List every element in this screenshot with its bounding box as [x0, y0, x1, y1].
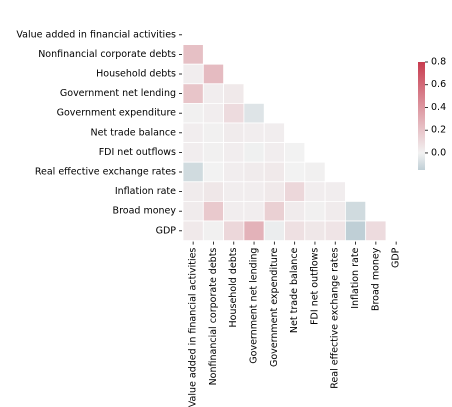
heatmap-cell	[243, 122, 265, 144]
x-axis-tick-labels: Value added in financial activities Nonfi…	[188, 241, 402, 407]
colorbar: 0.8 0.6 0.4 0.2 0.0	[418, 57, 446, 170]
heatmap-cell	[243, 142, 265, 163]
heatmap-cell	[182, 83, 204, 104]
heatmap-cell	[304, 161, 326, 183]
x-tick-label: Inflation rate	[350, 247, 361, 308]
y-tick-label: Real effective exchange rates	[35, 167, 176, 178]
heatmap-cell	[324, 181, 346, 202]
x-tick-label: Value added in financial activities	[188, 248, 199, 407]
y-tick-label: Government net lending	[60, 88, 176, 99]
y-tick-label: Inflation rate	[115, 186, 176, 197]
heatmap-cell	[243, 161, 265, 183]
heatmap-cells	[182, 44, 387, 242]
heatmap-cell	[202, 103, 225, 124]
x-tick-label: Government net lending	[249, 248, 260, 364]
heatmap-cell	[223, 200, 245, 222]
heatmap-cell	[263, 181, 285, 202]
heatmap-cell	[182, 122, 204, 144]
heatmap-cell	[243, 220, 265, 242]
x-tick-label: Nonfinancial corporate debts	[208, 248, 219, 386]
y-tick-label: Broad money	[113, 206, 177, 217]
heatmap-cell	[223, 161, 245, 183]
x-tick-label: FDI net outflows	[309, 248, 320, 325]
heatmap-cell	[202, 181, 225, 202]
heatmap-cell	[223, 142, 245, 163]
heatmap-cell	[202, 63, 225, 85]
y-tick-label: GDP	[156, 225, 177, 236]
heatmap-cell	[202, 200, 225, 222]
colorbar-tick-label: 0.0	[431, 147, 446, 158]
heatmap-cell	[263, 122, 285, 144]
heatmap-cell	[202, 161, 225, 183]
x-tick-label: Real effective exchange rates	[330, 248, 341, 389]
heatmap-cell	[304, 200, 326, 222]
y-tick-label: Nonfinancial corporate debts	[38, 49, 176, 60]
heatmap-cell	[223, 220, 245, 242]
heatmap-cell	[202, 220, 225, 242]
y-tick-label: Net trade balance	[91, 127, 177, 138]
heatmap-cell	[182, 44, 204, 65]
heatmap-cell	[182, 142, 204, 163]
heatmap-cell	[243, 181, 265, 202]
x-tick-label: Net trade balance	[289, 247, 300, 333]
heatmap-cell	[202, 122, 225, 144]
heatmap-cell	[243, 200, 265, 222]
x-tick-label: Government expenditure	[269, 247, 280, 367]
heatmap-cell	[263, 200, 285, 222]
heatmap-cell	[365, 220, 387, 242]
y-tick-label: Household debts	[96, 69, 176, 80]
y-axis-tick-labels: Value added in financial activities Nonfi…	[16, 29, 182, 236]
colorbar-ticks: 0.8 0.6 0.4 0.2 0.0	[425, 57, 446, 158]
heatmap-cell	[223, 83, 245, 104]
heatmap-cell	[304, 181, 326, 202]
heatmap-cell	[243, 103, 265, 124]
heatmap-cell	[344, 220, 367, 242]
colorbar-tick-label: 0.6	[431, 79, 446, 90]
heatmap-cell	[182, 103, 204, 124]
colorbar-tick-label: 0.4	[431, 102, 446, 113]
heatmap-cell	[263, 161, 285, 183]
colorbar-tick-label: 0.8	[431, 57, 446, 68]
heatmap-cell	[324, 220, 346, 242]
heatmap-cell	[223, 103, 245, 124]
heatmap-cell	[284, 142, 306, 163]
x-tick-label: Household debts	[228, 248, 239, 328]
heatmap-cell	[284, 161, 306, 183]
heatmap-cell	[223, 122, 245, 144]
heatmap-cell	[284, 220, 306, 242]
heatmap-cell	[202, 142, 225, 163]
heatmap-cell	[202, 83, 225, 104]
heatmap-cell	[182, 200, 204, 222]
heatmap-cell	[284, 181, 306, 202]
heatmap-cell	[284, 200, 306, 222]
heatmap-cell	[182, 181, 204, 202]
heatmap-cell	[182, 220, 204, 242]
y-tick-label: FDI net outflows	[99, 147, 176, 158]
heatmap-cell	[182, 161, 204, 183]
heatmap-cell	[344, 200, 367, 222]
heatmap-cell	[324, 200, 346, 222]
x-tick-label: Broad money	[370, 247, 381, 311]
heatmap-cell	[223, 181, 245, 202]
colorbar-gradient	[418, 62, 425, 170]
heatmap-cell	[263, 220, 285, 242]
x-tick-label: GDP	[391, 247, 402, 268]
heatmap-cell	[304, 220, 326, 242]
colorbar-tick-label: 0.2	[431, 125, 446, 136]
y-tick-label: Value added in financial activities	[16, 29, 176, 40]
heatmap-cell	[182, 63, 204, 85]
y-tick-label: Government expenditure	[57, 108, 177, 119]
heatmap-cell	[263, 142, 285, 163]
